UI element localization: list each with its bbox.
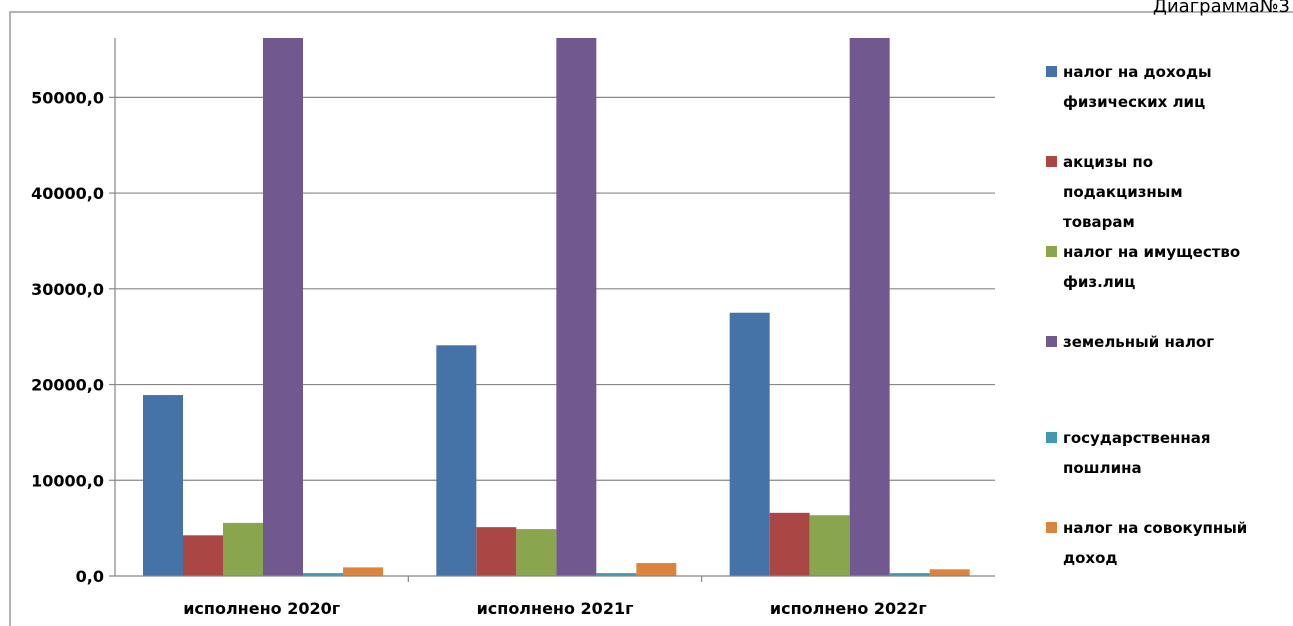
x-category-label: исполнено 2022г (770, 599, 927, 618)
bar (223, 523, 263, 576)
legend-label: акцизы по (1063, 153, 1153, 171)
bars (143, 38, 970, 576)
legend-label: налог на совокупный (1063, 519, 1247, 537)
y-tick-label: 50000,0 (31, 88, 104, 107)
y-tick-label: 0,0 (76, 567, 104, 586)
legend-swatch (1046, 432, 1057, 443)
x-category-label: исполнено 2020г (183, 599, 340, 618)
legend-swatch (1046, 156, 1057, 167)
legend-label: физ.лиц (1063, 273, 1135, 291)
bar (850, 38, 890, 576)
legend-swatch (1046, 246, 1057, 257)
bar (183, 535, 223, 576)
legend: налог на доходы физических лиц акцизы по по… (1046, 63, 1247, 567)
y-tick-label: 30000,0 (31, 280, 104, 299)
bar (730, 313, 770, 576)
bar (436, 345, 476, 576)
y-tick-label: 20000,0 (31, 376, 104, 395)
bar (516, 529, 556, 576)
bar (810, 515, 850, 576)
legend-label: земельный налог (1063, 333, 1214, 351)
bar (263, 38, 303, 576)
bar (636, 563, 676, 576)
bar (343, 567, 383, 576)
diagram-label: Диаграмма№3 (1153, 0, 1290, 17)
legend-label: товарам (1063, 213, 1135, 231)
legend-label: подакцизным (1063, 183, 1183, 201)
legend-label: государственная (1063, 429, 1211, 447)
bar (556, 38, 596, 576)
x-category-label: исполнено 2021г (477, 599, 634, 618)
y-tick-labels: 0,0 10000,0 20000,0 30000,0 40000,0 50000,0 (31, 88, 104, 586)
legend-swatch (1046, 66, 1057, 77)
bar (476, 527, 516, 576)
legend-label: доход (1063, 549, 1118, 567)
bar (143, 395, 183, 576)
legend-label: налог на имущество (1063, 243, 1240, 261)
legend-label: пошлина (1063, 459, 1142, 477)
legend-swatch (1046, 336, 1057, 347)
legend-label: налог на доходы (1063, 63, 1212, 81)
y-tick-label: 40000,0 (31, 184, 104, 203)
legend-swatch (1046, 522, 1057, 533)
y-tick-label: 10000,0 (31, 471, 104, 490)
bar (770, 513, 810, 576)
bar (930, 569, 970, 576)
x-category-labels: исполнено 2020г исполнено 2021г исполнено … (183, 599, 927, 618)
legend-label: физических лиц (1063, 93, 1205, 111)
